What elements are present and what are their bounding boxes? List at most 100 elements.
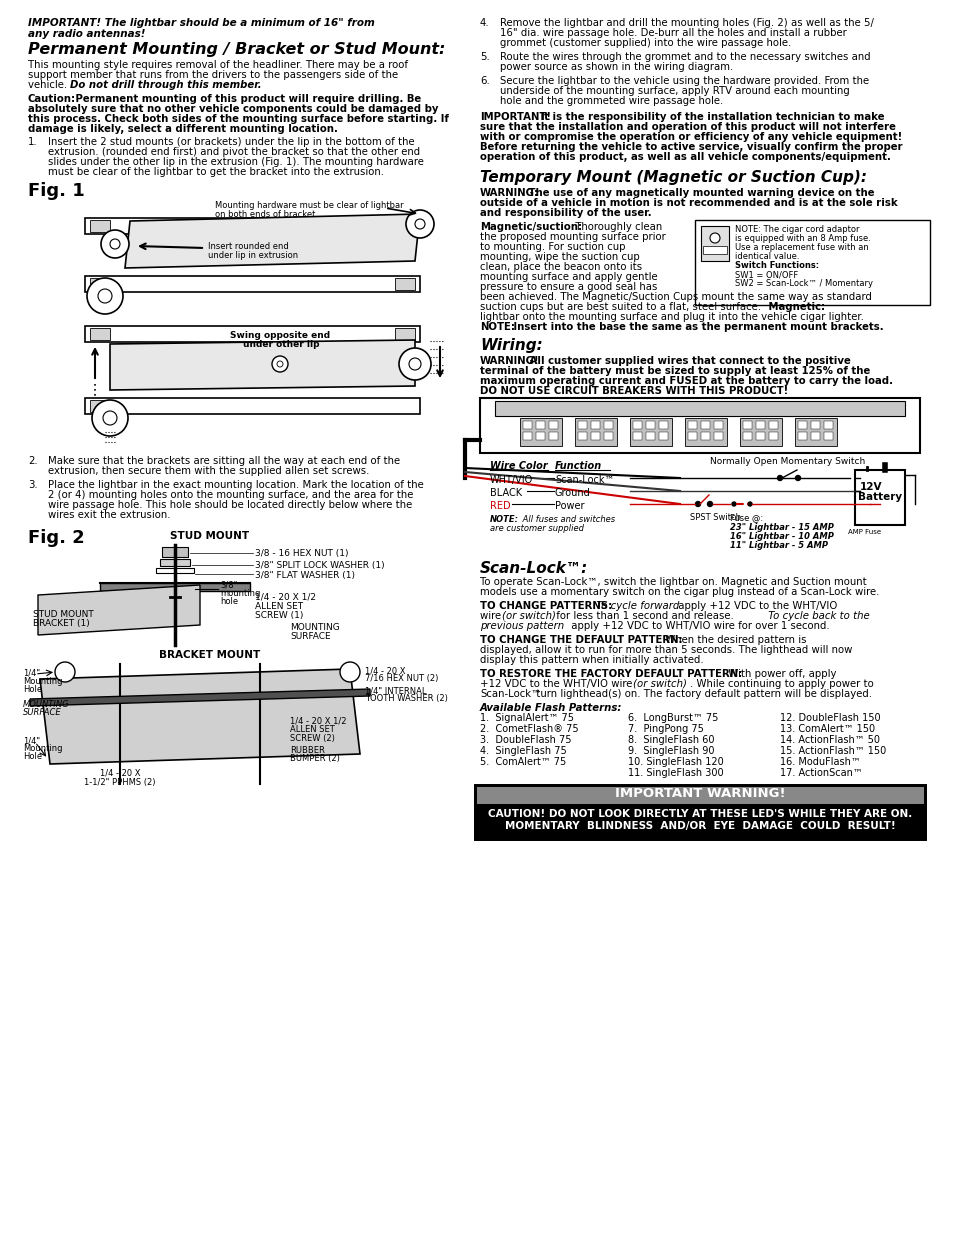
Circle shape: [747, 501, 751, 506]
Circle shape: [409, 358, 420, 370]
Text: Fuse @:: Fuse @:: [729, 513, 762, 522]
Text: 12V: 12V: [859, 482, 882, 492]
Text: outside of a vehicle in motion is not recommended and is at the sole risk: outside of a vehicle in motion is not re…: [479, 198, 897, 207]
Text: underside of the mounting surface, apply RTV around each mounting: underside of the mounting surface, apply…: [499, 86, 849, 96]
Text: pressure to ensure a good seal has: pressure to ensure a good seal has: [479, 282, 657, 291]
Bar: [755, 432, 764, 440]
Text: support member that runs from the drivers to the passengers side of the: support member that runs from the driver…: [28, 70, 397, 80]
Text: Do not drill through this member.: Do not drill through this member.: [70, 80, 261, 90]
Bar: [522, 432, 532, 440]
Text: are customer supplied: are customer supplied: [490, 524, 583, 534]
Bar: [85, 275, 419, 291]
Text: for less than 1 second and release.: for less than 1 second and release.: [553, 611, 733, 621]
Bar: [740, 417, 781, 446]
Text: To cycle forward: To cycle forward: [593, 601, 679, 611]
Text: NOTE:: NOTE:: [479, 322, 515, 332]
Text: 6.  LongBurst™ 75: 6. LongBurst™ 75: [627, 713, 718, 722]
Bar: [475, 785, 924, 839]
Text: Battery: Battery: [857, 492, 902, 501]
Text: 5.: 5.: [479, 52, 489, 62]
Polygon shape: [40, 669, 359, 764]
Text: MOUNTING: MOUNTING: [23, 700, 70, 709]
Text: this process. Check both sides of the mounting surface before starting. If: this process. Check both sides of the mo…: [28, 114, 449, 124]
Text: on both ends of bracket.: on both ends of bracket.: [214, 210, 317, 219]
Bar: [522, 421, 532, 429]
Text: This mounting style requires removal of the headliner. There may be a roof: This mounting style requires removal of …: [28, 61, 408, 70]
Circle shape: [98, 289, 112, 303]
Text: AMP Fuse: AMP Fuse: [847, 529, 881, 535]
Text: Scan-Lock™:: Scan-Lock™:: [479, 561, 588, 576]
Text: Available Flash Patterns:: Available Flash Patterns:: [479, 703, 621, 713]
Bar: [713, 421, 722, 429]
Text: CAUTION! DO NOT LOOK DIRECTLY AT THESE LED'S WHILE THEY ARE ON.: CAUTION! DO NOT LOOK DIRECTLY AT THESE L…: [487, 809, 911, 819]
Text: mounting: mounting: [220, 589, 260, 598]
Text: 1/4 - 20 X: 1/4 - 20 X: [365, 666, 405, 676]
Text: BLACK: BLACK: [490, 488, 521, 498]
Text: SCREW (2): SCREW (2): [290, 734, 335, 743]
Text: SURFACE: SURFACE: [23, 708, 62, 718]
Text: previous pattern: previous pattern: [479, 621, 563, 631]
Text: 13. ComAlert™ 150: 13. ComAlert™ 150: [780, 724, 874, 734]
Bar: [702, 246, 726, 254]
Text: With power off, apply: With power off, apply: [724, 669, 836, 679]
Circle shape: [91, 400, 128, 436]
Text: and responsibility of the user.: and responsibility of the user.: [479, 207, 651, 219]
Bar: [794, 417, 836, 446]
Text: NOTE:: NOTE:: [490, 515, 518, 524]
Text: 2.: 2.: [28, 456, 37, 466]
Circle shape: [795, 475, 800, 480]
Text: 1-1/2" PPHMS (2): 1-1/2" PPHMS (2): [84, 778, 155, 787]
Text: Mounting: Mounting: [23, 677, 63, 685]
Text: 14. ActionFlash™ 50: 14. ActionFlash™ 50: [780, 735, 879, 745]
Text: STUD MOUNT: STUD MOUNT: [33, 610, 93, 619]
Circle shape: [707, 501, 712, 506]
Circle shape: [709, 233, 720, 243]
Text: power source as shown in the wiring diagram.: power source as shown in the wiring diag…: [499, 62, 733, 72]
Text: damage is likely, select a different mounting location.: damage is likely, select a different mou…: [28, 124, 337, 135]
Text: MOMENTARY  BLINDNESS  AND/OR  EYE  DAMAGE  COULD  RESULT!: MOMENTARY BLINDNESS AND/OR EYE DAMAGE CO…: [504, 821, 895, 831]
Bar: [90, 400, 110, 412]
Bar: [160, 559, 190, 566]
Bar: [659, 432, 667, 440]
Text: ALLEN SET: ALLEN SET: [290, 725, 335, 734]
Text: Function: Function: [555, 461, 601, 471]
Bar: [590, 432, 599, 440]
Text: Insert rounded end: Insert rounded end: [208, 242, 289, 251]
Text: All fuses and switches: All fuses and switches: [519, 515, 615, 524]
Bar: [633, 421, 641, 429]
Text: clean, place the beacon onto its: clean, place the beacon onto its: [479, 262, 641, 272]
Text: 3/8" SPLIT LOCK WASHER (1): 3/8" SPLIT LOCK WASHER (1): [254, 561, 384, 571]
Circle shape: [398, 348, 431, 380]
Bar: [85, 326, 419, 342]
Bar: [810, 432, 820, 440]
Text: turn lighthead(s) on. The factory default pattern will be displayed.: turn lighthead(s) on. The factory defaul…: [533, 689, 871, 699]
Bar: [810, 421, 820, 429]
Text: Before returning the vehicle to active service, visually confirm the proper: Before returning the vehicle to active s…: [479, 142, 902, 152]
Text: 10. SingleFlash 120: 10. SingleFlash 120: [627, 757, 723, 767]
Bar: [475, 805, 924, 839]
Bar: [797, 421, 806, 429]
Text: Mounting hardware must be clear of lightbar: Mounting hardware must be clear of light…: [214, 201, 403, 210]
Text: lightbar onto the mounting surface and plug it into the vehicle cigar lighter.: lightbar onto the mounting surface and p…: [479, 312, 863, 322]
Text: SURFACE: SURFACE: [290, 632, 331, 641]
Text: All customer supplied wires that connect to the positive: All customer supplied wires that connect…: [525, 356, 850, 366]
Text: hole: hole: [220, 597, 238, 606]
Text: Magnetic/suction:: Magnetic/suction:: [479, 222, 581, 232]
Bar: [823, 432, 832, 440]
Text: To operate Scan-Lock™, switch the lightbar on. Magnetic and Suction mount: To operate Scan-Lock™, switch the lightb…: [479, 577, 866, 587]
Bar: [603, 432, 613, 440]
Bar: [768, 421, 778, 429]
Bar: [742, 421, 751, 429]
Text: suction cups but are best suited to a flat, steel surface.: suction cups but are best suited to a fl…: [479, 303, 760, 312]
Bar: [90, 220, 110, 232]
Bar: [695, 220, 929, 305]
Bar: [659, 421, 667, 429]
Bar: [629, 417, 671, 446]
Text: 1/4 - 20 X: 1/4 - 20 X: [100, 769, 140, 778]
Text: mounting surface and apply gentle: mounting surface and apply gentle: [479, 272, 657, 282]
Circle shape: [731, 501, 735, 506]
Bar: [536, 432, 544, 440]
Text: Normally Open Momentary Switch: Normally Open Momentary Switch: [709, 457, 864, 466]
Text: any radio antennas!: any radio antennas!: [28, 28, 146, 40]
Bar: [495, 401, 904, 416]
